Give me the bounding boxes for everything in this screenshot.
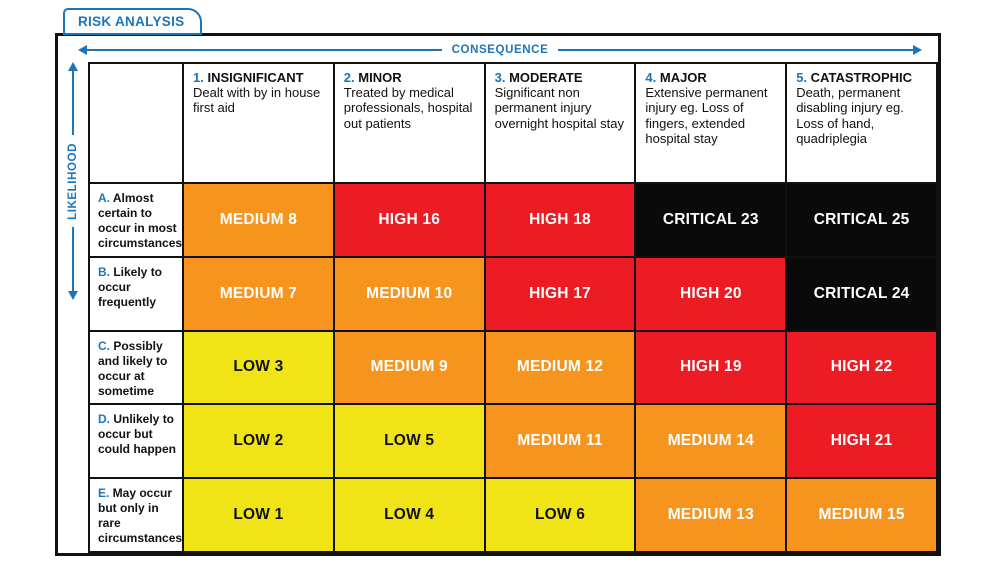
risk-cell-d3: MEDIUM 11 bbox=[485, 405, 635, 478]
risk-cell-c2: MEDIUM 9 bbox=[334, 331, 484, 404]
corner-cell bbox=[90, 64, 182, 182]
arrow-left-icon bbox=[78, 45, 87, 55]
axis-line bbox=[72, 227, 74, 292]
matrix-frame: CONSEQUENCE LIKELIHOOD 1. INSIGNIFICANT … bbox=[55, 33, 941, 556]
risk-cell-a5: CRITICAL 25 bbox=[787, 184, 936, 256]
row-header-b: B. Likely to occur frequently bbox=[90, 257, 182, 330]
row-letter: C. bbox=[98, 338, 110, 353]
row-description: Almost certain to occur in most circumst… bbox=[98, 191, 183, 250]
risk-cell-e4: MEDIUM 13 bbox=[636, 479, 786, 551]
risk-cell-d4: MEDIUM 14 bbox=[636, 405, 786, 478]
risk-cell-e2: LOW 4 bbox=[334, 479, 484, 551]
column-name: MINOR bbox=[358, 70, 402, 85]
row-letter: D. bbox=[98, 412, 110, 427]
risk-cell-b2: MEDIUM 10 bbox=[334, 257, 484, 330]
row-header-a: A. Almost certain to occur in most circu… bbox=[90, 184, 182, 256]
risk-cell-d2: LOW 5 bbox=[334, 405, 484, 478]
column-description: Significant non permanent injury overnig… bbox=[494, 85, 624, 131]
column-header-insignificant: 1. INSIGNIFICANT Dealt with by in house … bbox=[184, 64, 333, 182]
risk-cell-a2: HIGH 16 bbox=[334, 184, 484, 256]
risk-cell-e1: LOW 1 bbox=[184, 479, 333, 551]
column-number: 5. bbox=[796, 70, 808, 85]
column-header-minor: 2. MINOR Treated by medical professional… bbox=[334, 64, 484, 182]
risk-matrix-table: 1. INSIGNIFICANT Dealt with by in house … bbox=[88, 62, 938, 553]
column-name: INSIGNIFICANT bbox=[207, 70, 304, 85]
consequence-axis: CONSEQUENCE bbox=[78, 42, 923, 58]
risk-cell-e5: MEDIUM 15 bbox=[787, 479, 936, 551]
column-description: Extensive permanent injury eg. Loss of f… bbox=[645, 85, 768, 146]
row-description: Unlikely to occur but could happen bbox=[98, 412, 176, 457]
likelihood-axis: LIKELIHOOD bbox=[65, 62, 81, 301]
column-name: CATASTROPHIC bbox=[810, 70, 913, 85]
column-description: Death, permanent disabling injury eg. Lo… bbox=[796, 85, 904, 146]
risk-cell-c3: MEDIUM 12 bbox=[485, 331, 635, 404]
row-letter: B. bbox=[98, 264, 110, 279]
column-number: 3. bbox=[494, 70, 506, 85]
risk-cell-d1: LOW 2 bbox=[184, 405, 333, 478]
column-name: MODERATE bbox=[509, 70, 583, 85]
risk-cell-b4: HIGH 20 bbox=[636, 257, 786, 330]
likelihood-axis-label: LIKELIHOOD bbox=[67, 142, 79, 220]
risk-cell-c4: HIGH 19 bbox=[636, 331, 786, 404]
column-number: 4. bbox=[645, 70, 657, 85]
column-number: 1. bbox=[193, 70, 204, 85]
row-description: May occur but only in rare circumstances bbox=[98, 486, 183, 546]
row-letter: A. bbox=[98, 191, 110, 205]
risk-cell-a1: MEDIUM 8 bbox=[184, 184, 333, 256]
axis-line bbox=[558, 49, 914, 51]
tab-label: RISK ANALYSIS bbox=[78, 14, 185, 29]
row-header-d: D. Unlikely to occur but could happen bbox=[90, 405, 182, 478]
row-header-e: E. May occur but only in rare circumstan… bbox=[90, 479, 182, 551]
risk-cell-c5: HIGH 22 bbox=[787, 331, 936, 404]
risk-cell-b5: CRITICAL 24 bbox=[787, 257, 936, 330]
row-description: Possibly and likely to occur at sometime bbox=[98, 338, 168, 398]
risk-cell-b3: HIGH 17 bbox=[485, 257, 635, 330]
column-header-major: 4. MAJOR Extensive permanent injury eg. … bbox=[636, 64, 786, 182]
column-header-moderate: 3. MODERATE Significant non permanent in… bbox=[485, 64, 635, 182]
risk-cell-b1: MEDIUM 7 bbox=[184, 257, 333, 330]
row-header-c: C. Possibly and likely to occur at somet… bbox=[90, 331, 182, 404]
arrow-right-icon bbox=[913, 45, 923, 55]
axis-line bbox=[87, 49, 442, 51]
axis-line bbox=[72, 71, 74, 135]
row-letter: E. bbox=[98, 486, 110, 501]
risk-analysis-tab: RISK ANALYSIS bbox=[63, 8, 203, 35]
consequence-axis-label: CONSEQUENCE bbox=[451, 44, 549, 56]
column-header-catastrophic: 5. CATASTROPHIC Death, permanent disabli… bbox=[787, 64, 936, 182]
column-number: 2. bbox=[343, 70, 355, 85]
risk-cell-d5: HIGH 21 bbox=[787, 405, 936, 478]
arrow-down-icon bbox=[68, 291, 78, 301]
row-description: Likely to occur frequently bbox=[98, 264, 163, 309]
risk-cell-a4: CRITICAL 23 bbox=[636, 184, 786, 256]
risk-cell-e3: LOW 6 bbox=[485, 479, 635, 551]
column-description: Treated by medical professionals, hospit… bbox=[343, 85, 473, 131]
column-description: Dealt with by in house first aid bbox=[193, 85, 321, 116]
risk-cell-c1: LOW 3 bbox=[184, 331, 333, 404]
column-name: MAJOR bbox=[659, 70, 707, 85]
arrow-up-icon bbox=[68, 62, 78, 71]
risk-cell-a3: HIGH 18 bbox=[485, 184, 635, 256]
